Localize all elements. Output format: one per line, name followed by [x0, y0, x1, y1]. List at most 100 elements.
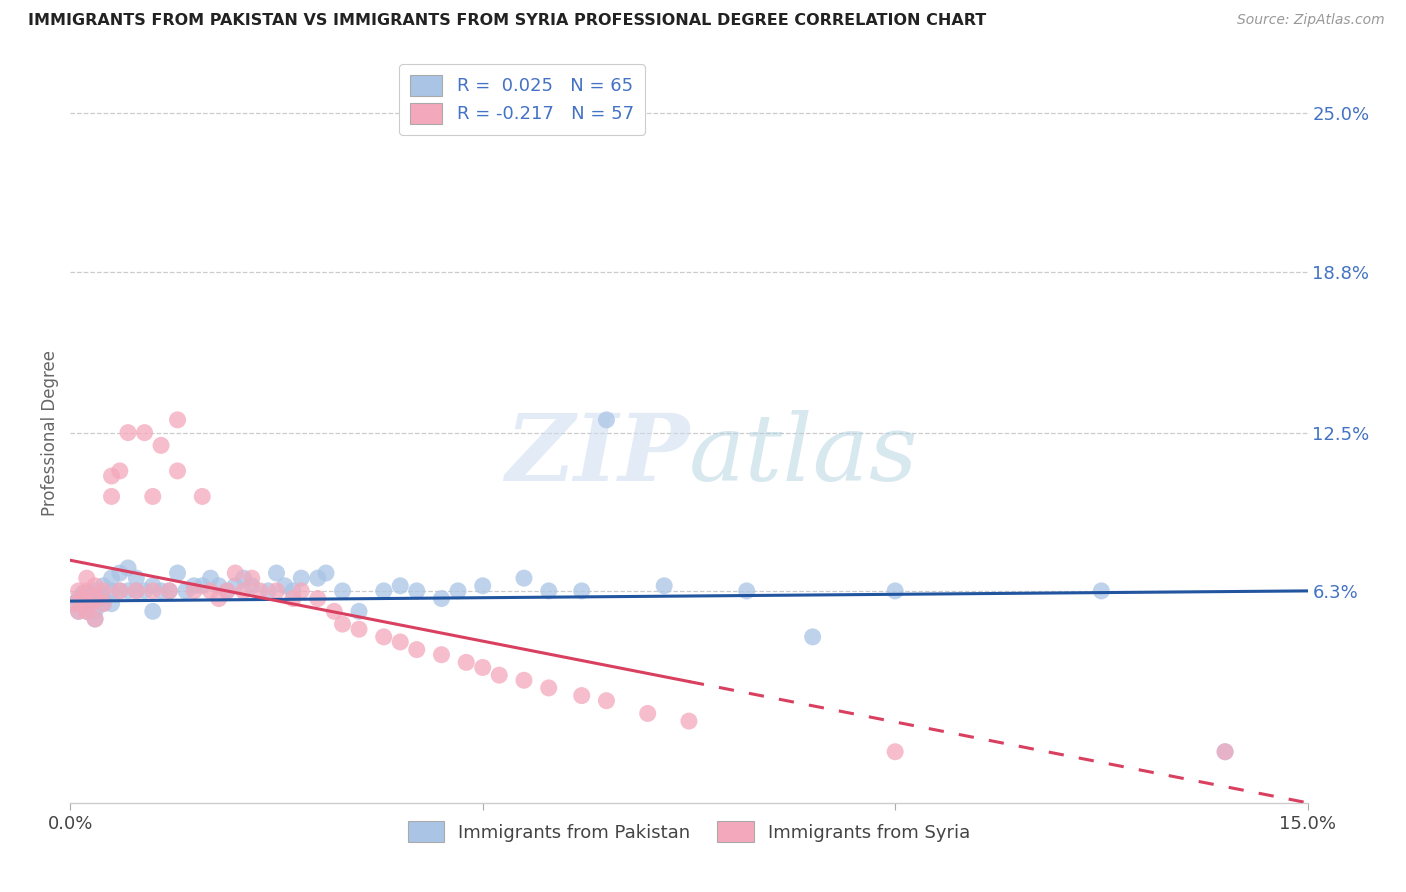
Point — [323, 604, 346, 618]
Point — [150, 583, 173, 598]
Point — [91, 591, 114, 606]
Point — [1213, 745, 1236, 759]
Point — [67, 604, 90, 618]
Point — [72, 586, 94, 600]
Point — [332, 583, 354, 598]
Point — [76, 571, 98, 585]
Point — [191, 490, 214, 504]
Point — [332, 617, 354, 632]
Point — [150, 438, 173, 452]
Text: IMMIGRANTS FROM PAKISTAN VS IMMIGRANTS FROM SYRIA PROFESSIONAL DEGREE CORRELATIO: IMMIGRANTS FROM PAKISTAN VS IMMIGRANTS F… — [28, 13, 987, 29]
Point — [240, 571, 263, 585]
Point — [174, 583, 197, 598]
Point — [84, 579, 107, 593]
Point — [389, 579, 412, 593]
Point — [134, 583, 156, 598]
Point — [389, 635, 412, 649]
Point — [595, 413, 617, 427]
Point — [1090, 583, 1112, 598]
Point — [100, 583, 122, 598]
Point — [117, 425, 139, 440]
Point — [142, 604, 165, 618]
Point — [84, 591, 107, 606]
Point — [884, 745, 907, 759]
Point — [224, 579, 246, 593]
Point — [142, 583, 165, 598]
Point — [100, 490, 122, 504]
Point — [652, 579, 675, 593]
Point — [100, 469, 122, 483]
Y-axis label: Professional Degree: Professional Degree — [41, 350, 59, 516]
Text: atlas: atlas — [689, 409, 918, 500]
Point — [166, 464, 188, 478]
Point — [537, 681, 560, 695]
Point — [108, 566, 131, 580]
Point — [142, 579, 165, 593]
Point — [117, 561, 139, 575]
Point — [208, 591, 231, 606]
Point — [274, 579, 297, 593]
Point — [84, 591, 107, 606]
Point — [281, 583, 304, 598]
Point — [76, 583, 98, 598]
Point — [347, 622, 370, 636]
Point — [637, 706, 659, 721]
Point — [183, 579, 205, 593]
Point — [108, 464, 131, 478]
Point — [347, 604, 370, 618]
Point — [63, 597, 86, 611]
Point — [76, 604, 98, 618]
Point — [281, 591, 304, 606]
Point — [125, 583, 148, 598]
Point — [117, 583, 139, 598]
Point — [215, 583, 238, 598]
Point — [290, 571, 312, 585]
Point — [91, 597, 114, 611]
Point — [1213, 745, 1236, 759]
Point — [456, 656, 478, 670]
Point — [91, 583, 114, 598]
Point — [257, 583, 280, 598]
Point — [208, 579, 231, 593]
Point — [80, 597, 103, 611]
Point — [595, 694, 617, 708]
Point — [84, 604, 107, 618]
Point — [91, 579, 114, 593]
Point — [215, 583, 238, 598]
Point — [142, 490, 165, 504]
Point — [91, 597, 114, 611]
Point — [266, 583, 288, 598]
Point — [884, 583, 907, 598]
Point — [72, 591, 94, 606]
Point — [108, 583, 131, 598]
Point — [537, 583, 560, 598]
Point — [80, 597, 103, 611]
Point — [405, 642, 427, 657]
Text: ZIP: ZIP — [505, 409, 689, 500]
Point — [232, 571, 254, 585]
Point — [125, 583, 148, 598]
Point — [76, 604, 98, 618]
Point — [290, 583, 312, 598]
Point — [157, 583, 180, 598]
Point — [430, 591, 453, 606]
Point — [134, 425, 156, 440]
Point — [100, 571, 122, 585]
Point — [63, 597, 86, 611]
Point — [89, 586, 111, 600]
Point — [67, 604, 90, 618]
Point — [678, 714, 700, 728]
Point — [471, 579, 494, 593]
Point — [183, 583, 205, 598]
Point — [513, 673, 536, 688]
Point — [166, 413, 188, 427]
Point — [232, 583, 254, 598]
Point — [471, 660, 494, 674]
Point — [315, 566, 337, 580]
Point — [488, 668, 510, 682]
Point — [84, 583, 107, 598]
Point — [200, 583, 222, 598]
Point — [373, 630, 395, 644]
Point — [266, 566, 288, 580]
Point — [200, 571, 222, 585]
